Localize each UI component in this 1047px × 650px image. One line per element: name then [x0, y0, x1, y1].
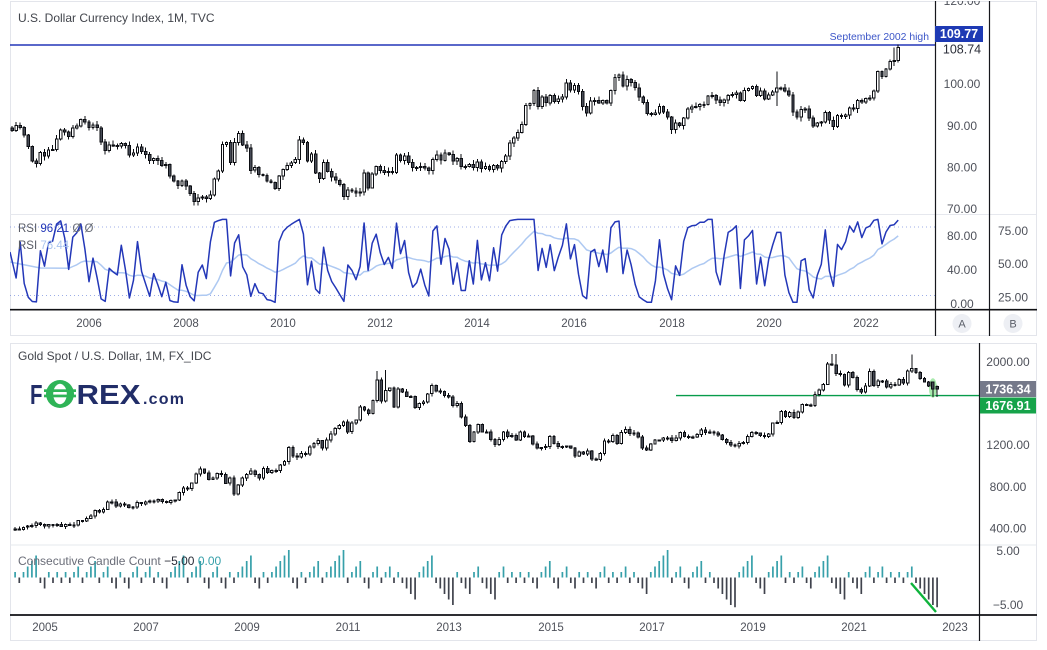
svg-text:108.74: 108.74 — [943, 43, 981, 57]
svg-text:2017: 2017 — [639, 622, 665, 634]
svg-text:U.S. Dollar Currency Index, 1M: U.S. Dollar Currency Index, 1M, TVC — [18, 11, 215, 25]
svg-text:2011: 2011 — [336, 622, 361, 634]
svg-text:2005: 2005 — [32, 622, 58, 634]
svg-text:2015: 2015 — [538, 622, 564, 634]
svg-text:REX: REX — [77, 379, 141, 410]
svg-text:A: A — [958, 319, 966, 331]
svg-text:2022: 2022 — [853, 318, 879, 330]
svg-text:40.00: 40.00 — [947, 263, 977, 277]
svg-text:2013: 2013 — [436, 622, 462, 634]
svg-text:2019: 2019 — [740, 622, 766, 634]
svg-text:2016: 2016 — [561, 318, 587, 330]
svg-text:2008: 2008 — [173, 318, 199, 330]
svg-text:75.00: 75.00 — [998, 224, 1028, 238]
svg-text:2014: 2014 — [464, 318, 490, 330]
svg-text:B: B — [1009, 319, 1016, 331]
svg-text:2012: 2012 — [367, 318, 393, 330]
svg-text:RSI 96.21 Ø Ø: RSI 96.21 Ø Ø — [18, 223, 93, 235]
svg-text:70.00: 70.00 — [947, 202, 977, 216]
svg-text:2009: 2009 — [234, 622, 260, 634]
svg-text:90.00: 90.00 — [947, 119, 977, 133]
svg-text:−5.00: −5.00 — [993, 598, 1024, 612]
svg-text:2020: 2020 — [756, 318, 782, 330]
svg-text:September 2002 high: September 2002 high — [830, 32, 930, 43]
svg-text:2006: 2006 — [76, 318, 102, 330]
svg-text:2007: 2007 — [133, 622, 159, 634]
svg-text:120.00: 120.00 — [944, 0, 981, 8]
svg-text:0.00: 0.00 — [950, 297, 974, 311]
svg-text:1736.34: 1736.34 — [985, 383, 1030, 397]
svg-text:Gold Spot / U.S. Dollar, 1M, F: Gold Spot / U.S. Dollar, 1M, FX_IDC — [18, 349, 212, 363]
svg-text:2023: 2023 — [942, 622, 968, 634]
svg-text:50.00: 50.00 — [998, 257, 1028, 271]
svg-text:109.77: 109.77 — [940, 27, 978, 41]
svg-text:RSI 76.44: RSI 76.44 — [18, 240, 70, 252]
svg-text:25.00: 25.00 — [998, 291, 1028, 305]
svg-text:2021: 2021 — [841, 622, 867, 634]
svg-text:80.00: 80.00 — [947, 161, 977, 175]
svg-text:1676.91: 1676.91 — [985, 399, 1030, 413]
svg-text:800.00: 800.00 — [990, 480, 1027, 494]
svg-text:2000.00: 2000.00 — [986, 355, 1030, 369]
svg-text:2018: 2018 — [659, 318, 685, 330]
svg-text:2010: 2010 — [270, 318, 296, 330]
svg-text:1200.00: 1200.00 — [986, 438, 1030, 452]
svg-text:400.00: 400.00 — [990, 522, 1027, 536]
svg-text:80.00: 80.00 — [947, 229, 977, 243]
svg-text:F: F — [30, 379, 43, 410]
svg-text:5.00: 5.00 — [996, 544, 1020, 558]
svg-text:100.00: 100.00 — [944, 77, 981, 91]
svg-text:Consecutive Candle Count −5.00: Consecutive Candle Count −5.00 0.00 — [18, 554, 221, 568]
svg-text:.com: .com — [143, 391, 185, 408]
